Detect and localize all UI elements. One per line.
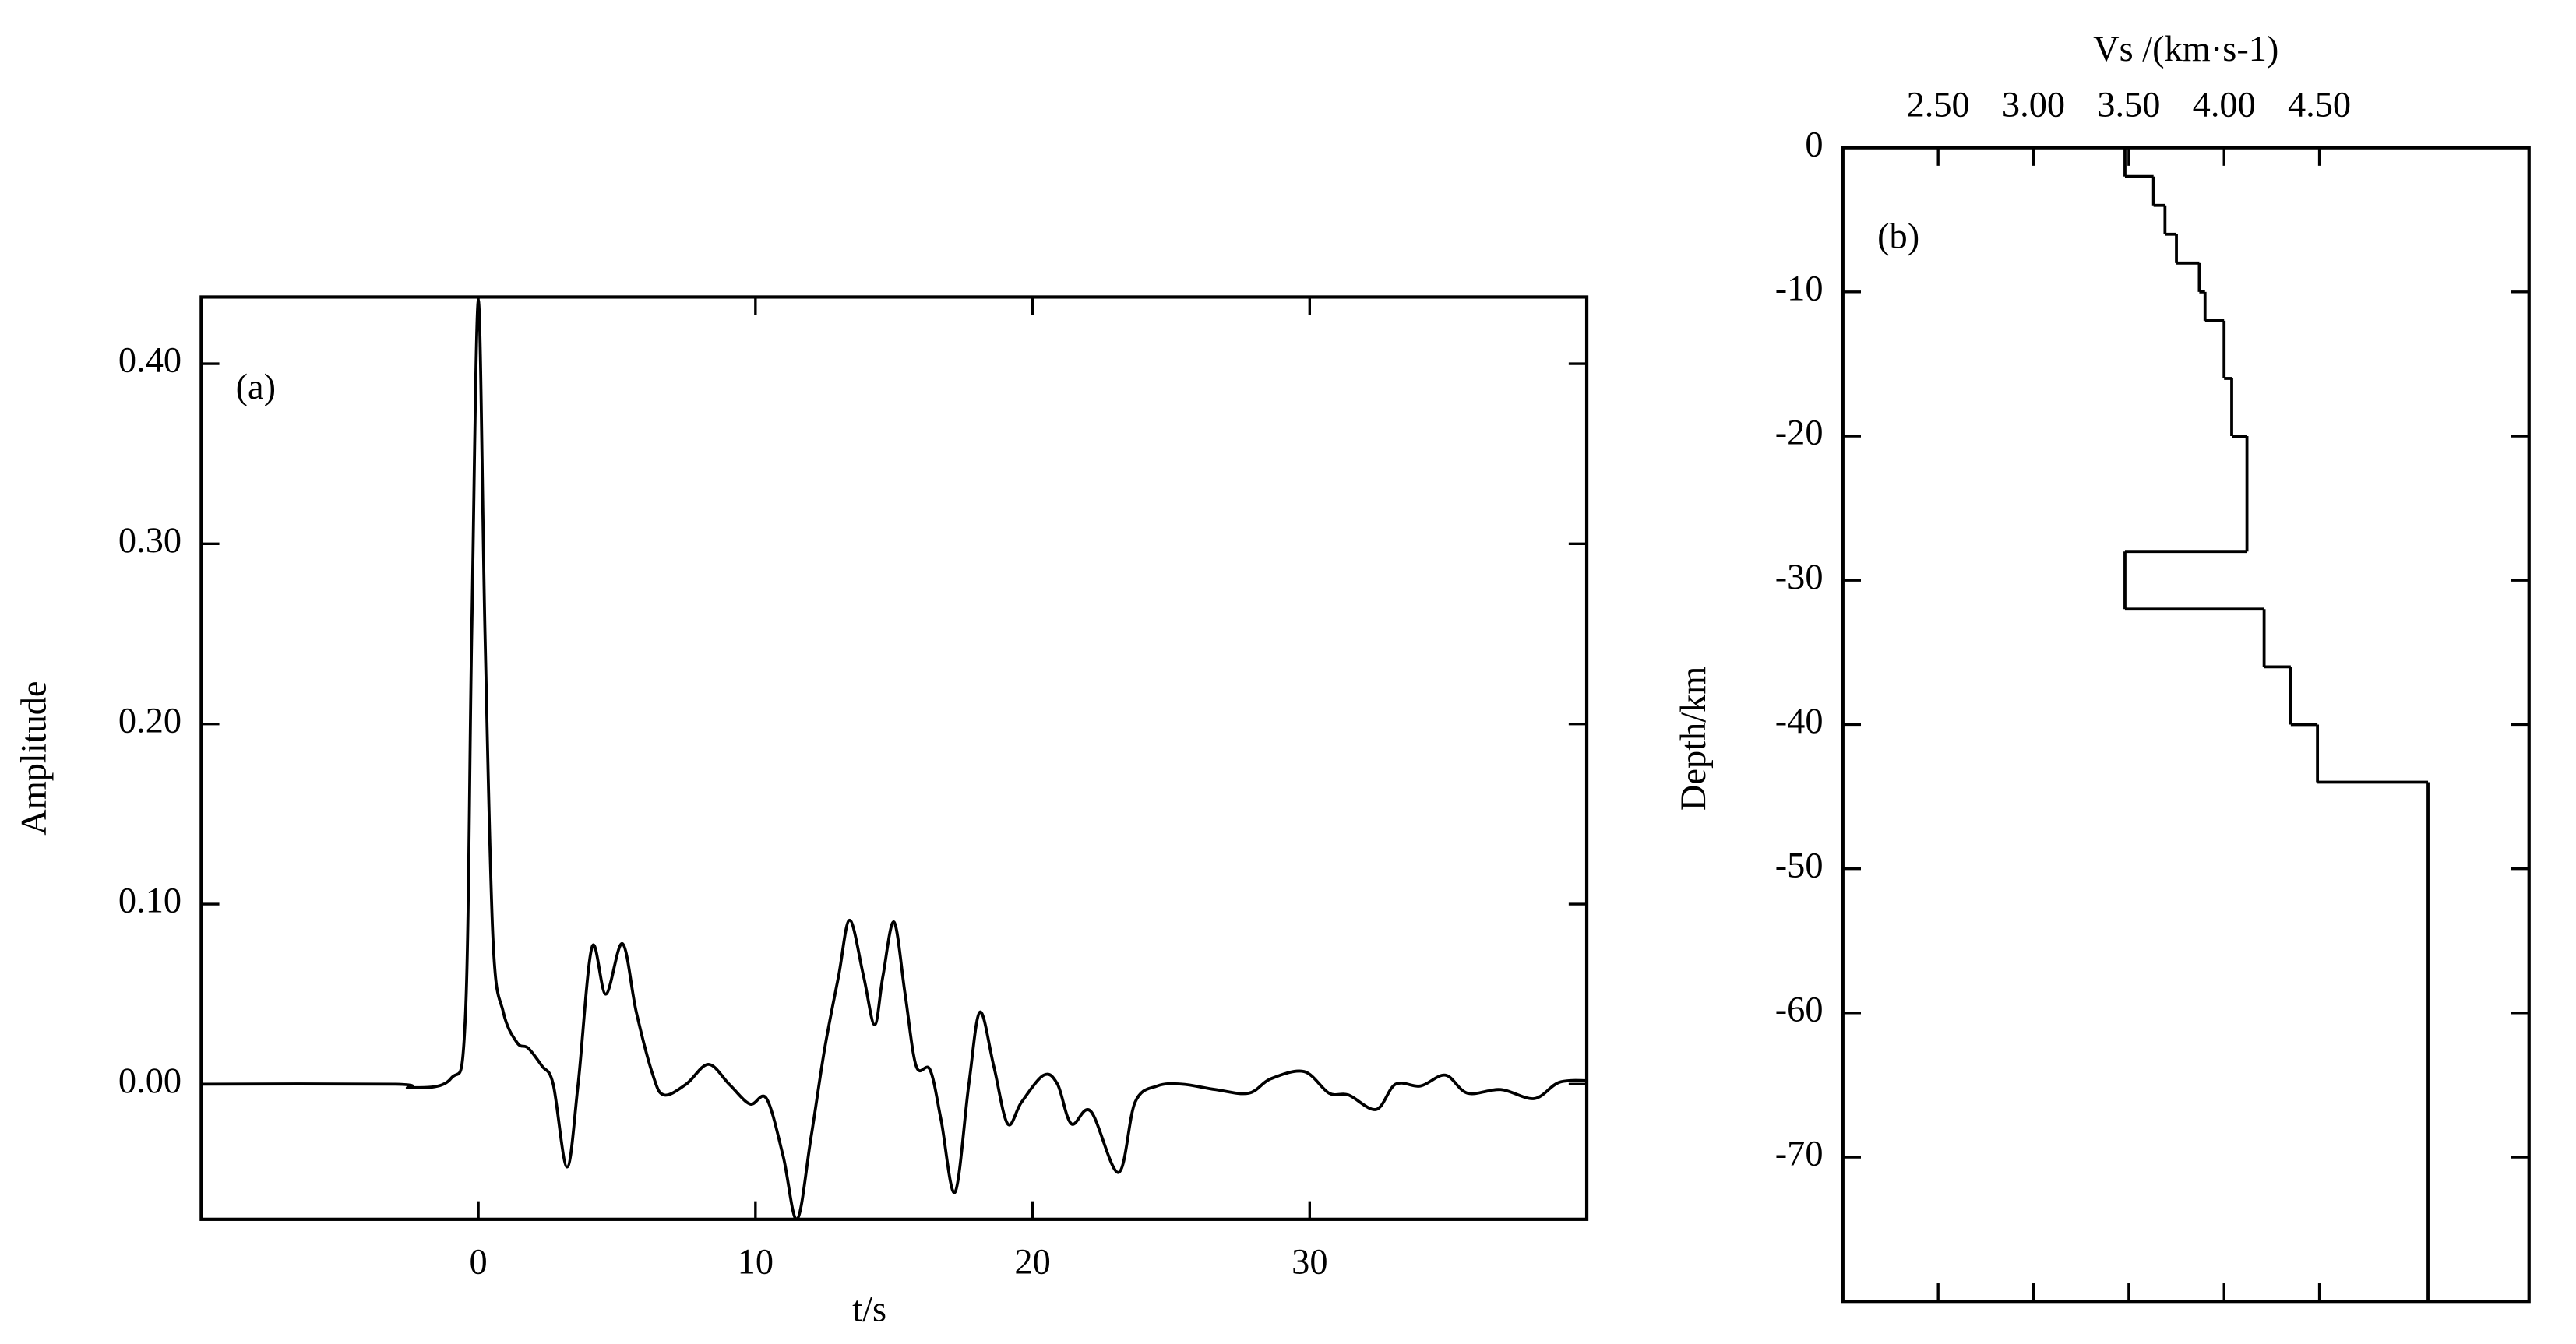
y-tick-label: 0.30	[118, 521, 181, 561]
x-tick-label: 4.00	[2193, 86, 2256, 125]
x-axis-label: Vs /(km·s-1)	[2093, 30, 2278, 69]
y-tick-label: 0.40	[118, 341, 181, 381]
y-tick-label: -40	[1775, 702, 1824, 741]
y-tick-label: -50	[1775, 846, 1824, 885]
x-tick-label: 2.50	[1907, 86, 1970, 125]
x-axis-label: t/s	[852, 1290, 886, 1330]
x-tick-label: 3.50	[2097, 86, 2160, 125]
y-axis-label: Depth/km	[1674, 667, 1714, 811]
y-tick-label: 0.20	[118, 701, 181, 741]
x-tick-label: 10	[738, 1242, 774, 1282]
x-tick-label: 30	[1292, 1242, 1327, 1282]
panel-label: (b)	[1877, 216, 1919, 256]
y-tick-label: -60	[1775, 990, 1824, 1029]
panel-label: (a)	[236, 368, 276, 407]
data-line	[201, 299, 1588, 1219]
y-axis-label: Amplitude	[14, 681, 54, 835]
y-tick-label: -30	[1775, 558, 1824, 597]
x-tick-label: 0	[470, 1242, 488, 1282]
x-tick-label: 4.50	[2288, 86, 2351, 125]
x-tick-label: 3.00	[2002, 86, 2065, 125]
y-tick-label: -20	[1775, 413, 1824, 453]
y-tick-label: 0.00	[118, 1061, 181, 1101]
y-tick-label: 0	[1805, 125, 1823, 164]
x-tick-label: 20	[1014, 1242, 1050, 1282]
y-tick-label: -70	[1775, 1135, 1824, 1174]
plot-frame	[199, 295, 1589, 1221]
y-tick-label: 0.10	[118, 881, 181, 921]
plot-frame	[1841, 146, 2531, 1304]
y-tick-label: -10	[1775, 269, 1824, 309]
